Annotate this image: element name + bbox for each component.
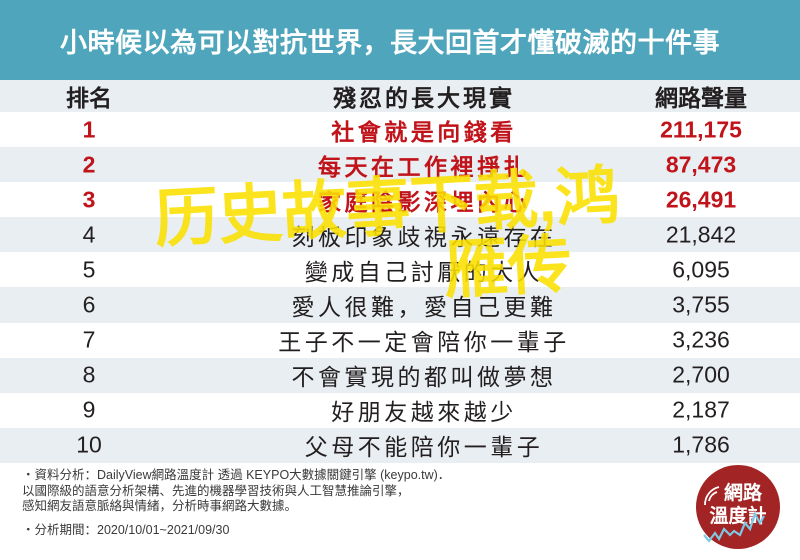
- svg-text:溫度計: 溫度計: [709, 504, 766, 527]
- svg-text:網路: 網路: [724, 481, 763, 504]
